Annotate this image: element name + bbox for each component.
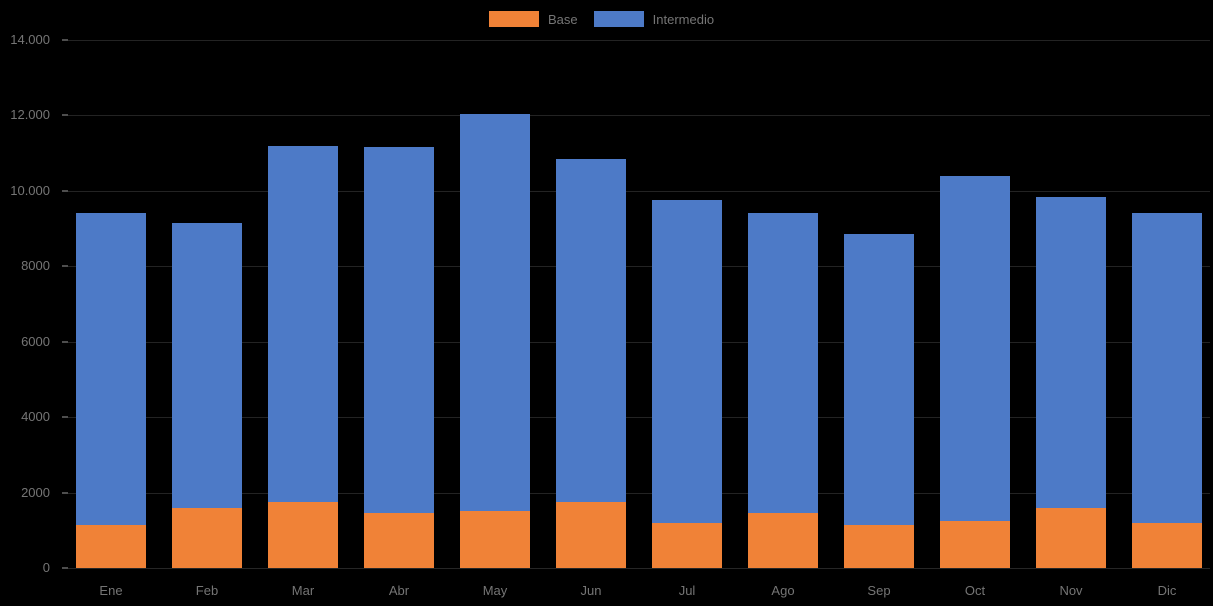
gridline xyxy=(68,40,1210,41)
y-axis-tick xyxy=(62,189,68,192)
x-axis-label: Ago xyxy=(771,583,795,598)
bar-segment-intermedio xyxy=(268,145,338,502)
legend-item-intermedio: Intermedio xyxy=(593,11,715,27)
y-axis-label: 4000 xyxy=(21,409,50,425)
legend-swatch-base xyxy=(489,11,539,27)
bar-segment-intermedio xyxy=(940,175,1010,521)
y-axis-label: 12.000 xyxy=(10,107,50,123)
gridline xyxy=(68,492,1210,494)
x-axis-label: May xyxy=(482,583,508,598)
y-axis-tick xyxy=(62,567,68,569)
bar-segment-intermedio xyxy=(556,158,626,502)
x-axis-label: Feb xyxy=(195,583,219,598)
bar-segment-base xyxy=(364,513,434,568)
bar-segment-base xyxy=(172,507,242,568)
bar-segment-base xyxy=(1132,522,1202,568)
y-axis-label: 6000 xyxy=(21,333,50,349)
bar-segment-base xyxy=(652,522,722,568)
bar-segment-intermedio xyxy=(364,147,434,514)
legend-label-base: Base xyxy=(548,11,578,27)
gridline xyxy=(68,115,1210,117)
bar-segment-base xyxy=(844,524,914,568)
bar-segment-intermedio xyxy=(748,213,818,514)
x-axis-label: Jul xyxy=(678,583,696,598)
x-axis-label: Nov xyxy=(1059,583,1083,598)
y-axis-label: 14.000 xyxy=(10,32,50,47)
gridline xyxy=(68,341,1210,343)
y-axis-tick xyxy=(62,491,68,494)
bar-segment-base xyxy=(76,524,146,568)
y-axis-tick xyxy=(62,416,68,419)
bar-segment-base xyxy=(748,513,818,568)
x-axis-label: Oct xyxy=(964,583,986,598)
y-axis-label: 10.000 xyxy=(10,182,50,198)
x-axis-label: Dic xyxy=(1157,583,1177,598)
gridline xyxy=(68,266,1210,268)
x-axis-label: Sep xyxy=(867,583,891,598)
gridline xyxy=(68,190,1210,192)
x-axis-label: Mar xyxy=(291,583,315,598)
y-axis-label: 8000 xyxy=(21,258,50,274)
legend-swatch-intermedio xyxy=(593,11,644,27)
bar-segment-base xyxy=(268,502,338,568)
legend-label-intermedio: Intermedio xyxy=(652,11,715,27)
legend-item-base: Base xyxy=(489,11,578,27)
chart-legend: Base Intermedio xyxy=(489,10,714,28)
gridline xyxy=(68,417,1210,419)
bar-segment-intermedio xyxy=(172,222,242,508)
bar-segment-intermedio xyxy=(1036,196,1106,508)
bar-segment-base xyxy=(940,520,1010,568)
y-axis-label: 2000 xyxy=(21,484,50,500)
x-axis-label: Ene xyxy=(99,583,123,598)
x-axis-label: Jun xyxy=(580,583,602,598)
bar-segment-intermedio xyxy=(652,200,722,523)
bar-segment-base xyxy=(1036,507,1106,568)
bar-segment-intermedio xyxy=(1132,213,1202,523)
bar-segment-intermedio xyxy=(844,234,914,525)
bar-segment-intermedio xyxy=(76,213,146,525)
y-axis-label: 0 xyxy=(42,560,50,575)
bar-segment-base xyxy=(460,511,530,568)
x-axis-label: Abr xyxy=(388,583,410,598)
bar-segment-base xyxy=(556,502,626,568)
y-axis-tick xyxy=(62,265,68,268)
y-axis-tick xyxy=(62,114,68,117)
y-axis-tick xyxy=(62,340,68,343)
bar-segment-intermedio xyxy=(460,113,530,512)
x-axis-line xyxy=(68,568,1210,569)
y-axis-tick xyxy=(62,39,68,41)
